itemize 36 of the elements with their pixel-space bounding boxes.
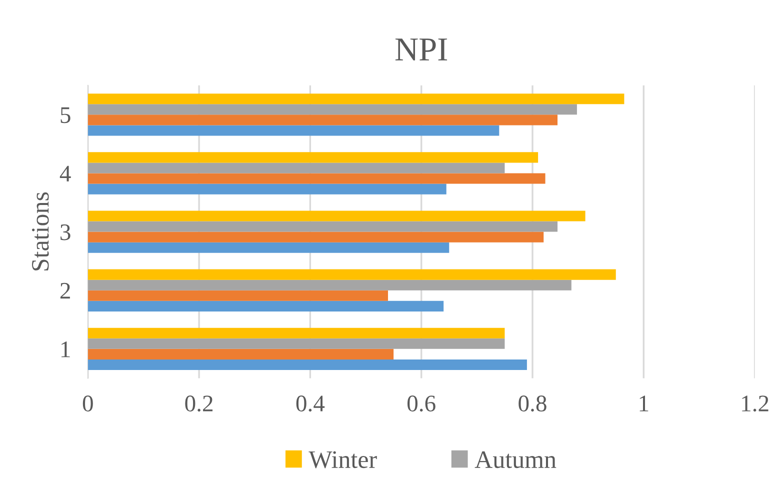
bar xyxy=(88,300,444,312)
bar xyxy=(88,269,616,280)
y-tick-label: 3 xyxy=(60,224,70,240)
legend-label: Winter xyxy=(308,451,377,468)
x-tick-label: 0 xyxy=(82,396,93,412)
y-tick-label: 4 xyxy=(60,166,71,182)
bar xyxy=(88,114,558,126)
x-tick-label: 0.2 xyxy=(185,396,212,412)
bar xyxy=(88,104,577,115)
legend-label: Autumn xyxy=(474,451,556,468)
y-tick-label: 2 xyxy=(60,282,70,299)
y-axis-title: Stations xyxy=(32,192,49,270)
x-tick-label: 1 xyxy=(640,396,648,412)
bar xyxy=(88,348,394,360)
x-tick-label: 0.6 xyxy=(407,396,436,412)
bar xyxy=(88,280,572,290)
y-tick-label: 1 xyxy=(62,342,70,358)
bar xyxy=(88,152,538,163)
x-tick-label: 0.4 xyxy=(296,396,325,412)
bar xyxy=(88,221,558,232)
y-tick-label: 5 xyxy=(60,107,70,124)
bar xyxy=(88,94,624,104)
bar xyxy=(88,210,586,222)
x-tick-label: 1.2 xyxy=(742,396,768,412)
chart-title: NPI xyxy=(395,38,448,60)
bar xyxy=(88,184,446,194)
bar xyxy=(88,242,450,253)
bar xyxy=(88,359,527,370)
bar xyxy=(88,125,500,136)
bar xyxy=(88,162,505,174)
bar xyxy=(88,290,388,301)
bar xyxy=(88,338,505,349)
x-tick-label: 0.8 xyxy=(518,396,546,412)
bar xyxy=(88,328,505,338)
bar xyxy=(88,232,544,242)
bar xyxy=(88,173,546,184)
